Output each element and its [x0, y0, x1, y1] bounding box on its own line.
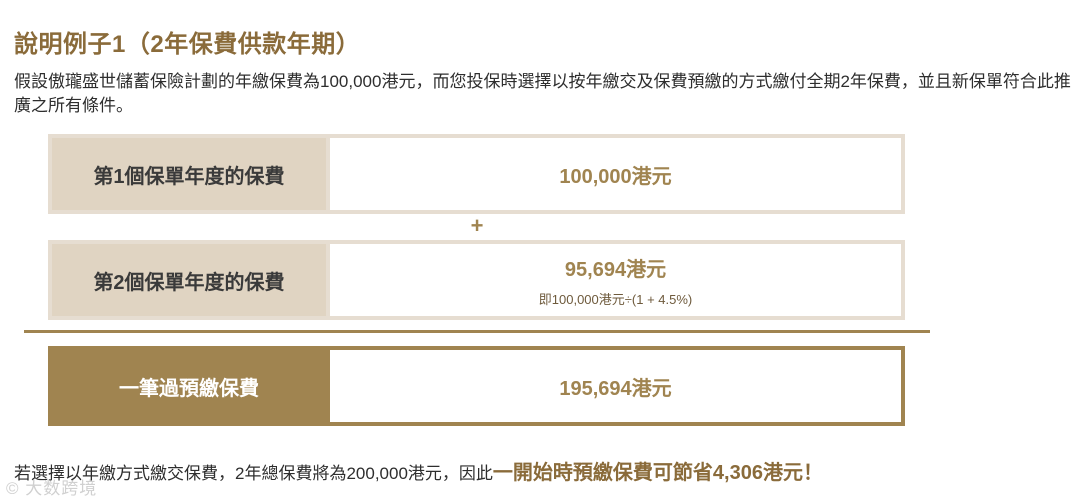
plus-icon: + — [470, 213, 484, 238]
premium-row-year-1: 第1個保單年度的保費 100,000港元 — [48, 134, 905, 214]
row-label: 第1個保單年度的保費 — [52, 138, 326, 210]
intro-paragraph: 假設傲瓏盛世儲蓄保險計劃的年繳保費為100,000港元，而您投保時選擇以按年繳交… — [14, 72, 1071, 115]
premium-row-total: 一筆過預繳保費 195,694港元 — [48, 346, 905, 426]
sum-divider — [24, 330, 930, 333]
row-value-cell: 100,000港元 — [326, 138, 901, 210]
row-value: 95,694港元 — [564, 258, 667, 281]
premium-row-year-2: 第2個保單年度的保費 95,694港元 即100,000港元÷(1 + 4.5%… — [48, 240, 905, 320]
row-label: 一筆過預繳保費 — [52, 350, 326, 422]
row-value-formula: 即100,000港元÷(1 + 4.5%) — [538, 291, 693, 307]
page-title: 說明例子1（2年保費供款年期） — [14, 31, 361, 58]
footer-highlight: 一開始時預繳保費可節省4,306港元！ — [492, 462, 823, 484]
row-label: 第2個保單年度的保費 — [52, 244, 326, 316]
footer-text: 若選擇以年繳方式繳交保費，2年總保費將為200,000港元，因此 — [14, 464, 493, 483]
watermark-logo: © 大数跨境 — [6, 479, 98, 498]
row-value: 195,694港元 — [559, 377, 672, 400]
row-value-cell: 195,694港元 — [326, 350, 901, 422]
footer-note: 若選擇以年繳方式繳交保費，2年總保費將為200,000港元，因此一開始時預繳保費… — [14, 456, 823, 485]
row-value-cell: 95,694港元 即100,000港元÷(1 + 4.5%) — [326, 244, 901, 316]
row-value: 100,000港元 — [559, 165, 672, 188]
